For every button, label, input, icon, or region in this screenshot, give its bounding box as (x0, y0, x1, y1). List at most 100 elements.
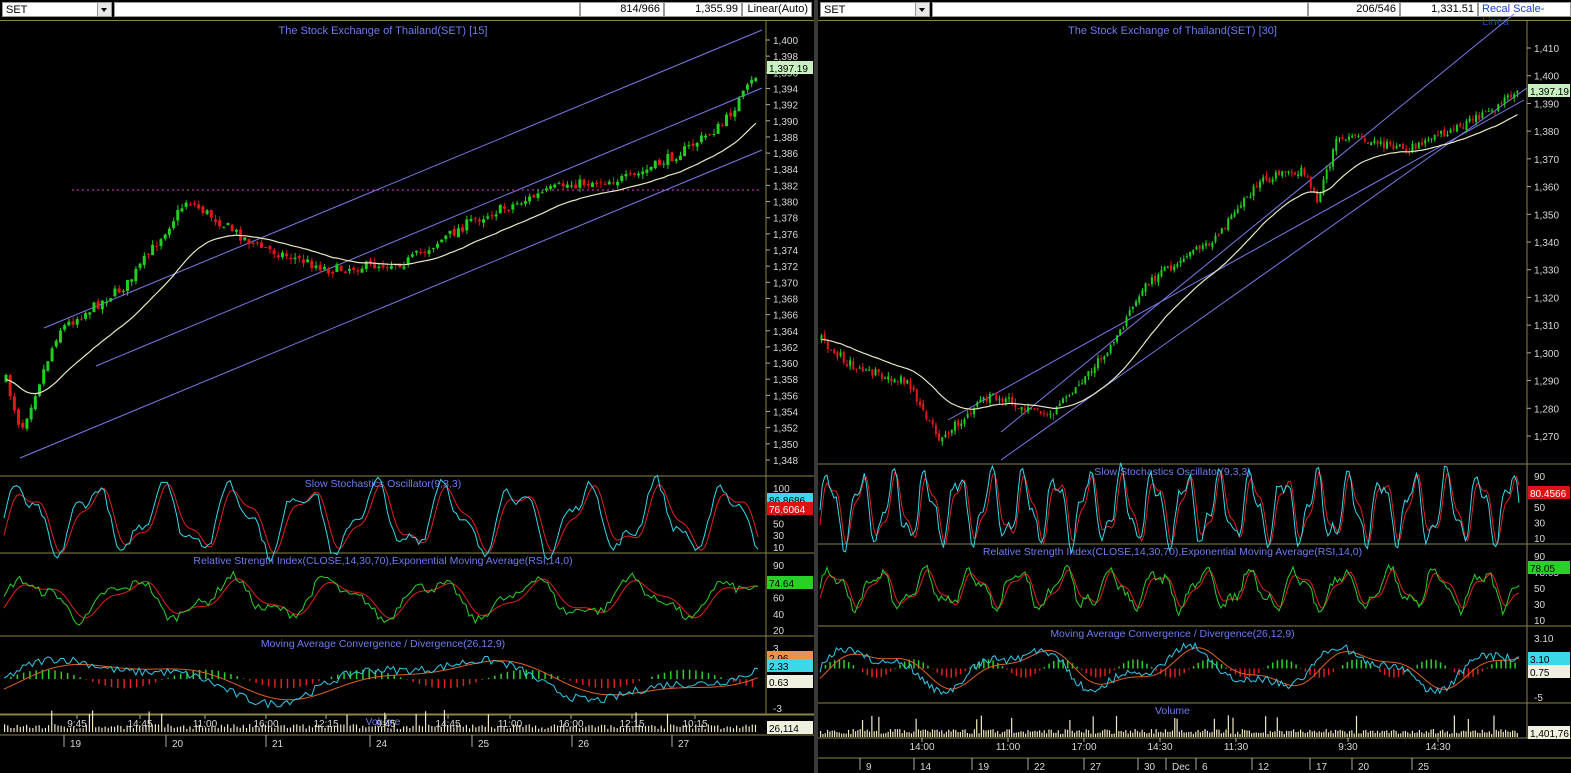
volume-bar (1484, 732, 1486, 737)
volume-value-badge (1528, 726, 1570, 739)
volume-bar (289, 727, 292, 732)
volume-bar (629, 727, 631, 732)
macd-histogram-bar (66, 673, 69, 679)
volume-bar (528, 724, 530, 732)
candle-body (998, 398, 1001, 400)
macd-histogram-bar (450, 679, 452, 689)
volume-bar (541, 727, 543, 732)
volume-bar (456, 724, 458, 732)
volume-bar (1486, 732, 1488, 737)
macd-histogram-bar (1383, 668, 1386, 676)
date-tick-label: 14 (920, 762, 932, 773)
candle-body (750, 79, 754, 84)
price-tick-label: 1,370 (773, 278, 798, 289)
volume-bar (183, 725, 185, 732)
volume-bar (1209, 732, 1211, 737)
macd-histogram-bar (875, 668, 878, 678)
candle-body (941, 437, 944, 442)
candle-body (1211, 242, 1214, 248)
right-symbol-select[interactable]: SET (820, 2, 930, 17)
candle-body (29, 407, 33, 420)
volume-bar (1346, 733, 1348, 737)
candle-body (864, 369, 867, 371)
macd-histogram-bar (1066, 660, 1069, 669)
volume-bar (980, 715, 982, 737)
candle-body (637, 173, 641, 176)
candle-body (1033, 408, 1036, 410)
volume-bar (607, 728, 609, 732)
macd-histogram-bar (1453, 668, 1456, 673)
candle-body (381, 265, 385, 268)
candle-body (1484, 111, 1487, 113)
right-scale-mode-button[interactable]: Recal Scale-Linea (1478, 2, 1571, 28)
macd-histogram-bar (657, 674, 659, 679)
volume-bar (820, 730, 822, 737)
volume-value-label: 26,114 (769, 724, 799, 735)
volume-bar (685, 725, 687, 732)
left-chart-canvas[interactable]: The Stock Exchange of Thailand(SET) [15]… (0, 0, 814, 773)
chevron-down-icon[interactable] (915, 3, 929, 16)
volume-bar (1360, 733, 1362, 737)
macd-histogram-bar (1467, 668, 1470, 678)
volume-bar (154, 724, 156, 732)
panel-divider[interactable] (814, 0, 818, 773)
volume-title: Volume (365, 716, 400, 728)
macd-histogram-bar (955, 668, 957, 677)
volume-bar (362, 725, 364, 732)
volume-bar (534, 725, 537, 732)
candle-body (121, 291, 125, 293)
macd-histogram-bar (274, 679, 276, 688)
macd-histogram-bar (1108, 668, 1111, 674)
candle-body (574, 184, 578, 189)
left-header-value: 1,355.99 (664, 2, 742, 17)
volume-bar (22, 726, 25, 732)
candle-body (276, 255, 280, 258)
volume-bar (1481, 729, 1483, 737)
macd-histogram-bar (695, 670, 697, 679)
macd-histogram-bar (563, 678, 565, 679)
left-chart-panel[interactable]: SET 814/966 1,355.99 Linear(Auto) The St… (0, 0, 814, 773)
rsi-axis-label: 50 (1534, 584, 1546, 595)
candle-body (159, 239, 163, 247)
candle-body (1141, 290, 1144, 296)
trend-channel-line (43, 29, 763, 329)
macd-histogram-bar (1053, 660, 1055, 669)
macd-axis-label: 3 (773, 644, 779, 655)
macd-histogram-bar (431, 679, 433, 688)
volume-bar (525, 725, 527, 732)
price-tick-label: 1,400 (1534, 72, 1559, 83)
macd-histogram-bar (22, 672, 25, 679)
time-tick-label: 11:00 (193, 719, 218, 730)
right-chart-panel[interactable]: SET 206/546 1,331.51 Recal Scale-Linea T… (818, 0, 1571, 773)
macd-histogram-bar (950, 668, 952, 678)
volume-bar (321, 726, 323, 732)
volume-bar (1320, 732, 1323, 737)
candle-body (599, 182, 603, 184)
rsi-axis-label: 60 (773, 594, 785, 605)
volume-bar (1498, 731, 1500, 737)
candle-body (1004, 398, 1007, 403)
price-tick-label: 1,410 (1534, 44, 1559, 55)
volume-bar (1164, 729, 1167, 737)
volume-bar (1304, 733, 1306, 737)
volume-bar (1080, 732, 1083, 737)
volume-bar (695, 724, 697, 732)
candle-body (402, 266, 406, 269)
macd-histogram-bar (1211, 659, 1213, 669)
macd-histogram-bar (1136, 659, 1139, 669)
volume-bar (1162, 732, 1164, 737)
candle-body (1185, 256, 1188, 258)
right-chart-canvas[interactable]: The Stock Exchange of Thailand(SET) [30]… (818, 0, 1571, 773)
macd-histogram-bar (355, 670, 358, 679)
volume-bar (1306, 732, 1309, 737)
candle-body (1182, 258, 1185, 263)
left-symbol-select[interactable]: SET (2, 2, 112, 17)
chevron-down-icon[interactable] (97, 3, 111, 16)
macd-histogram-bar (305, 679, 308, 686)
candle-body (1030, 408, 1033, 410)
macd-histogram-bar (1439, 662, 1442, 669)
left-scale-mode-button[interactable]: Linear(Auto) (742, 2, 812, 17)
trend-channel-line (947, 99, 1525, 421)
candle-body (1430, 138, 1433, 140)
macd-histogram-bar (1295, 664, 1297, 669)
